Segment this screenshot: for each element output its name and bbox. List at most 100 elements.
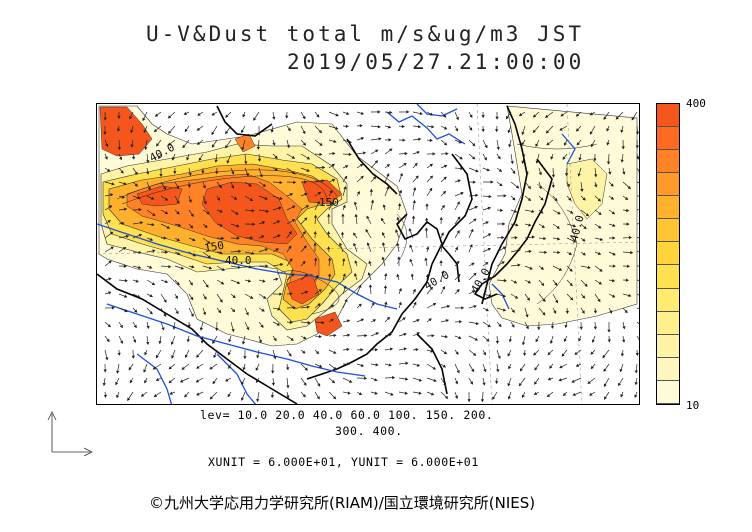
wind-vector-head xyxy=(304,367,308,371)
wind-vector-head xyxy=(511,324,515,328)
wind-vector-head xyxy=(149,294,153,298)
wind-vector-head xyxy=(372,176,377,180)
wind-vector-head xyxy=(581,310,585,314)
wind-vector-head xyxy=(537,327,541,331)
wind-vector-head xyxy=(117,147,122,151)
wind-vector-head xyxy=(161,327,165,331)
wind-vector-head xyxy=(220,281,225,285)
wind-vector-head xyxy=(546,393,551,398)
wind-vector-head xyxy=(189,282,193,286)
wind-vector-head xyxy=(306,168,310,172)
wind-vector-head xyxy=(572,239,577,243)
wind-vector-head xyxy=(242,367,246,371)
wind-vector-head xyxy=(146,325,150,329)
wind-vector-head xyxy=(475,193,479,197)
wind-vector-head xyxy=(277,234,281,238)
wind-vector-head xyxy=(274,167,279,171)
wind-vector-head xyxy=(258,339,262,344)
wind-vector-head xyxy=(248,265,252,269)
wind-vector-head xyxy=(409,258,413,262)
wind-vector-head xyxy=(205,284,209,288)
wind-vector-head xyxy=(529,266,533,270)
wind-vector xyxy=(636,307,639,310)
wind-vector-head xyxy=(190,296,194,301)
wind-vector-head xyxy=(624,309,628,314)
wind-vector-head xyxy=(290,337,294,341)
wind-vector-head xyxy=(627,185,631,190)
wind-vector-head xyxy=(332,395,337,400)
wind-vector-head xyxy=(412,187,417,191)
wind-vector-head xyxy=(359,163,364,167)
wind-vector-head xyxy=(288,231,292,235)
wind-vector-head xyxy=(425,217,429,221)
wind-vector-head xyxy=(579,326,583,330)
wind-vector-head xyxy=(429,112,434,116)
wind-vector-head xyxy=(366,242,370,246)
wind-vector-head xyxy=(232,294,236,299)
wind-vector-head xyxy=(483,352,486,356)
wind-vector-head xyxy=(203,201,207,205)
wind-vector-head xyxy=(550,325,555,329)
wind-vector-head xyxy=(241,381,245,385)
wind-vector-head xyxy=(333,333,337,338)
wind-vector-head xyxy=(397,256,401,260)
wind-vector-head xyxy=(107,220,111,224)
wind-vector-head xyxy=(486,168,490,172)
wind-vector-head xyxy=(124,278,128,283)
wind-vector-head xyxy=(164,197,169,201)
wind-vector-head xyxy=(236,280,241,285)
wind-vector-head xyxy=(458,320,463,324)
wind-vector-head xyxy=(302,130,306,135)
wind-vector-head xyxy=(469,381,473,385)
wind-vector-head xyxy=(249,295,254,299)
wind-vector-head xyxy=(179,379,184,383)
wind-vector-head xyxy=(472,143,476,147)
wind-vector-head xyxy=(558,378,562,382)
wind-vector-head xyxy=(416,332,421,336)
wind-vector-head xyxy=(146,341,150,346)
wind-vector-head xyxy=(184,128,188,133)
wind-vector-head xyxy=(576,142,580,146)
wind-vector-head xyxy=(455,128,459,132)
wind-vector-head xyxy=(111,306,115,310)
wind-vector-head xyxy=(500,208,504,212)
wind-vector-head xyxy=(344,175,348,180)
wind-vector-head xyxy=(276,220,281,224)
wind-vector-head xyxy=(510,160,514,165)
dust-map: 40.0 150 40.0 150 40.0 40.0 40.0 xyxy=(96,103,640,405)
wind-vector-head xyxy=(215,171,219,175)
vector-units: XUNIT = 6.000E+01, YUNIT = 6.000E+01 xyxy=(208,455,479,469)
wind-vector-head xyxy=(138,233,143,237)
wind-vector-head xyxy=(365,228,369,233)
wind-vector-head xyxy=(181,366,185,370)
wind-vector-head xyxy=(414,162,418,167)
wind-vector-head xyxy=(190,213,194,217)
wind-vector-head xyxy=(274,155,278,159)
wind-vector-head xyxy=(527,185,532,190)
wind-vector-head xyxy=(487,324,491,328)
wind-vector-head xyxy=(485,262,489,266)
wind-vector-head xyxy=(370,199,375,203)
wind-vector-head xyxy=(164,250,169,254)
wind-vector-head xyxy=(562,392,567,397)
wind-vector-head xyxy=(304,273,308,277)
wind-vector-head xyxy=(147,187,151,191)
wind-vector-head xyxy=(625,278,629,282)
wind-vector-head xyxy=(275,248,279,252)
wind-vector-head xyxy=(541,282,545,287)
wind-vector-head xyxy=(564,173,569,177)
wind-vector-head xyxy=(481,129,485,133)
wind-vector-head xyxy=(184,354,188,358)
wind-vector-head xyxy=(443,176,447,180)
wind-vector-head xyxy=(402,317,406,321)
wind-vector-head xyxy=(219,223,223,227)
wind-vector-head xyxy=(515,185,520,189)
wind-vector-head xyxy=(168,130,172,134)
map-label: 40.0 xyxy=(225,254,252,267)
wind-vector-head xyxy=(431,334,435,338)
wind-vector-head xyxy=(166,225,171,229)
wind-vector-head xyxy=(533,391,538,395)
wind-vector-head xyxy=(546,142,550,146)
wind-vector-head xyxy=(432,303,437,306)
wind-vector-head xyxy=(416,151,421,155)
